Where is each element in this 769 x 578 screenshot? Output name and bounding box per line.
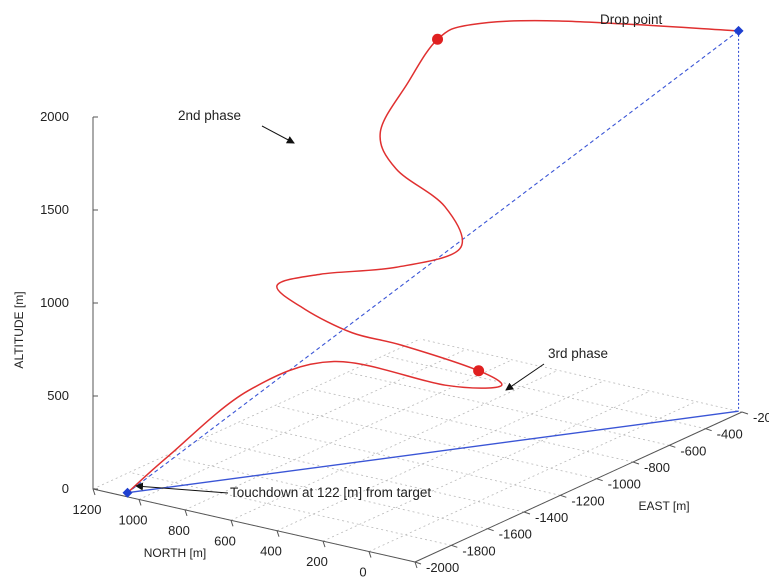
east-tick-mark	[705, 428, 712, 432]
north-tick-label: 1200	[73, 502, 102, 517]
east-tick-label: -800	[644, 460, 670, 475]
grid-line-north	[92, 338, 421, 490]
east-tick-mark	[560, 494, 567, 498]
grid-line-east	[238, 421, 561, 496]
east-tick-mark	[669, 444, 676, 448]
north-tick-mark	[368, 551, 372, 558]
north-tick-mark	[322, 540, 326, 548]
east-tick-mark	[523, 511, 531, 515]
drop-point-label: Drop point	[600, 12, 663, 27]
north-tick-label: 600	[214, 533, 236, 548]
north-tick-mark	[184, 509, 188, 517]
north-tick-mark	[276, 530, 280, 537]
drop-point-marker	[733, 25, 744, 36]
north-tick-label: 1000	[119, 512, 148, 527]
2nd-phase-marker	[432, 33, 444, 45]
2nd-phase-arrow	[261, 125, 295, 144]
east-tick-label: -1400	[535, 510, 568, 525]
touchdown-at-122-m-from-target-marker	[122, 487, 133, 498]
north-tick-label: 400	[260, 544, 282, 559]
grid-line-east	[347, 371, 670, 446]
grid-line-east	[165, 455, 488, 530]
north-tick-label: 200	[306, 554, 328, 569]
east-tick-mark	[414, 561, 422, 565]
north-tick-mark	[138, 499, 142, 506]
east-tick-label: -400	[717, 427, 743, 442]
trajectory-line	[126, 19, 739, 494]
north-axis-line	[92, 488, 416, 563]
north-tick-mark	[230, 520, 234, 527]
grid-line-north	[276, 380, 605, 532]
2nd-phase-label: 2nd phase	[178, 108, 241, 123]
east-tick-label: -2000	[426, 560, 459, 575]
touchdown-at-122-m-from-target-arrow	[135, 482, 229, 494]
grid-line-east	[383, 355, 706, 430]
grid-line-east	[310, 388, 634, 463]
3rd-phase-marker	[473, 365, 485, 377]
reference-lines	[127, 30, 740, 494]
altitude-tick-label: 500	[47, 388, 69, 403]
north-tick-label: 800	[168, 523, 190, 538]
east-tick-mark	[487, 528, 494, 532]
east-tick-mark	[741, 411, 749, 415]
east-axis-title: EAST [m]	[638, 499, 689, 513]
touchdown-at-122-m-from-target-label: Touchdown at 122 [m] from target	[230, 485, 431, 500]
east-tick-mark	[596, 478, 603, 482]
north-axis-title: NORTH [m]	[144, 546, 206, 560]
grid-line-east	[274, 405, 597, 480]
grid-line-north	[322, 390, 651, 542]
altitude-tick-label: 2000	[40, 109, 69, 124]
east-tick-label: -1000	[608, 477, 641, 492]
north-tick-mark	[414, 561, 418, 569]
altitude-tick-label: 0	[62, 481, 69, 496]
east-tick-label: -1800	[462, 543, 495, 558]
floor-grid	[92, 338, 743, 563]
north-tick-label: 0	[359, 565, 366, 578]
3rd-phase-label: 3rd phase	[548, 346, 608, 361]
east-tick-label: -200	[753, 410, 769, 425]
north-tick-label: -200	[396, 575, 422, 578]
annotations: Drop point 2nd phase 3rd phase Touchdown at…	[135, 12, 663, 500]
ground-track-line	[127, 410, 739, 494]
altitude-axis-title: ALTITUDE [m]	[12, 291, 26, 368]
east-tick-mark	[451, 544, 458, 548]
grid-line-east	[201, 438, 525, 513]
east-tick-label: -1600	[499, 527, 532, 542]
east-tick-mark	[632, 461, 640, 465]
grid-line-east	[419, 338, 743, 413]
east-tick-label: -600	[680, 443, 706, 458]
north-tick-mark	[92, 488, 96, 496]
markers	[122, 25, 744, 498]
tick-labels: 0500100015002000120010008006004002000-20…	[40, 109, 769, 578]
grid-line-east	[129, 471, 452, 546]
series	[126, 19, 739, 494]
3rd-phase-arrow	[505, 363, 545, 391]
grid-line-north	[138, 349, 467, 500]
east-axis-line	[414, 411, 743, 563]
altitude-tick-label: 1500	[40, 202, 69, 217]
drop-to-touchdown-line	[127, 30, 739, 494]
east-tick-label: -1200	[571, 493, 604, 508]
altitude-tick-label: 1000	[40, 295, 69, 310]
